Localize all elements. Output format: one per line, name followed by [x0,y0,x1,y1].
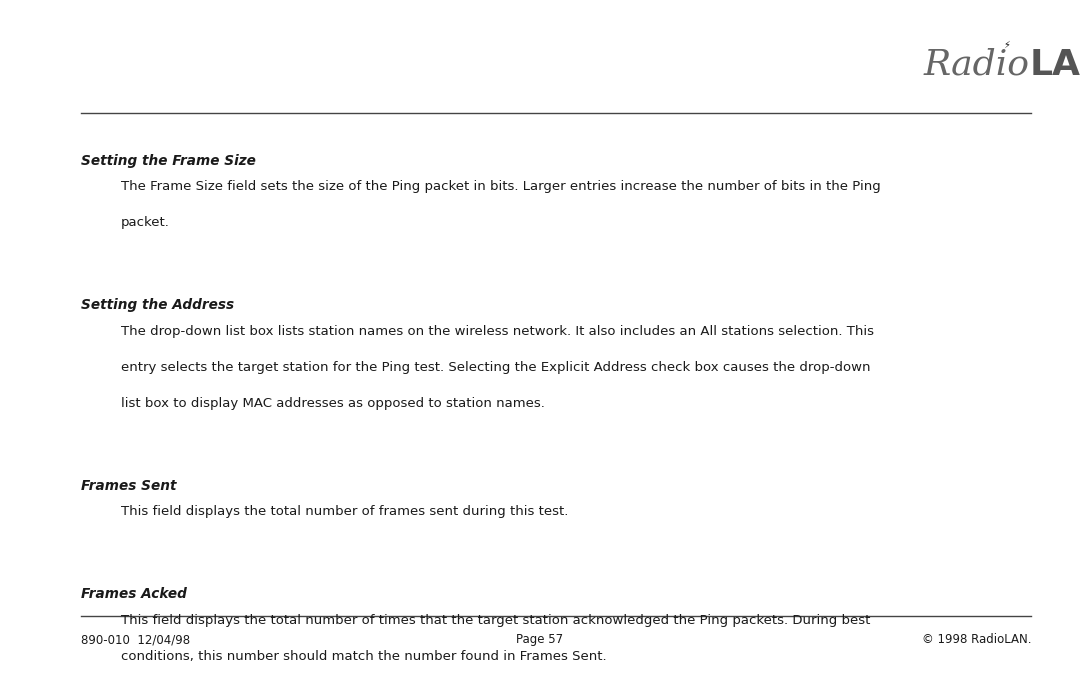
Text: ⚡: ⚡ [1003,40,1010,50]
Text: list box to display MAC addresses as opposed to station names.: list box to display MAC addresses as opp… [121,397,544,410]
Text: 890-010  12/04/98: 890-010 12/04/98 [81,633,190,646]
Text: The Frame Size field sets the size of the Ping packet in bits. Larger entries in: The Frame Size field sets the size of th… [121,180,880,193]
Text: © 1998 RadioLAN.: © 1998 RadioLAN. [922,633,1031,646]
Text: Frames Sent: Frames Sent [81,479,176,493]
Text: This field displays the total number of frames sent during this test.: This field displays the total number of … [121,505,568,519]
Text: packet.: packet. [121,216,170,230]
Text: Setting the Frame Size: Setting the Frame Size [81,154,256,168]
Text: entry selects the target station for the Ping test. Selecting the Explicit Addre: entry selects the target station for the… [121,361,870,374]
Text: This field displays the total number of times that the target station acknowledg: This field displays the total number of … [121,614,870,627]
Text: Radio: Radio [923,47,1029,82]
Text: Frames Acked: Frames Acked [81,587,187,601]
Text: Page 57: Page 57 [516,633,564,646]
Text: Setting the Address: Setting the Address [81,298,234,312]
Text: conditions, this number should match the number found in Frames Sent.: conditions, this number should match the… [121,650,607,663]
Text: The drop-down list box lists station names on the wireless network. It also incl: The drop-down list box lists station nam… [121,325,874,338]
Text: LAN: LAN [1029,47,1080,82]
